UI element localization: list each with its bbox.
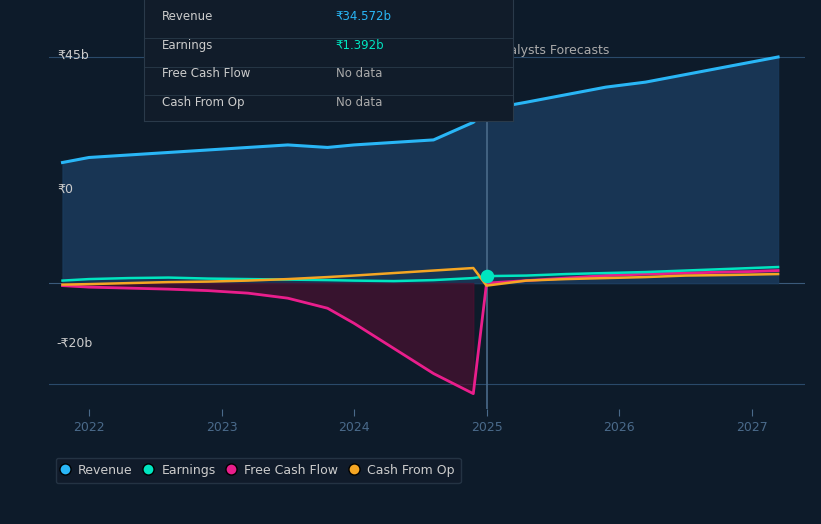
Text: -₹20b: -₹20b xyxy=(57,337,93,350)
Legend: Revenue, Earnings, Free Cash Flow, Cash From Op: Revenue, Earnings, Free Cash Flow, Cash … xyxy=(56,457,461,483)
Text: Earnings: Earnings xyxy=(163,39,213,51)
Text: No data: No data xyxy=(336,67,382,80)
Point xyxy=(480,272,493,280)
Point xyxy=(480,105,493,114)
Text: ₹0: ₹0 xyxy=(57,183,73,196)
Text: Free Cash Flow: Free Cash Flow xyxy=(163,67,250,80)
Text: Past: Past xyxy=(454,45,480,58)
Text: Analysts Forecasts: Analysts Forecasts xyxy=(493,45,609,58)
Text: Revenue: Revenue xyxy=(163,10,213,23)
Text: ₹34.572b: ₹34.572b xyxy=(336,10,392,23)
Text: Cash From Op: Cash From Op xyxy=(163,95,245,108)
Text: ₹45b: ₹45b xyxy=(57,49,89,62)
Text: ₹1.392b: ₹1.392b xyxy=(336,39,384,51)
Text: No data: No data xyxy=(336,95,382,108)
